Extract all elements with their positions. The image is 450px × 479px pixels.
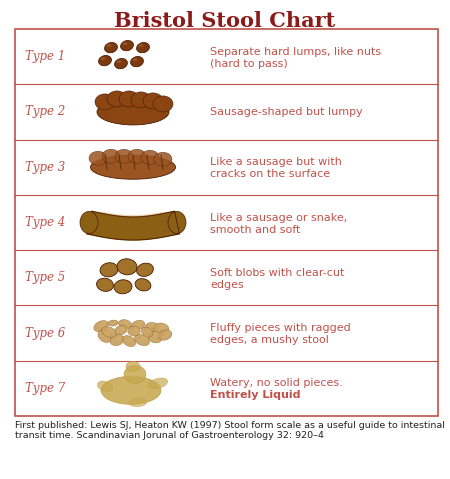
Text: transit time. Scandinavian Jorunal of Gastroenterology 32: 920–4: transit time. Scandinavian Jorunal of Ga… <box>15 431 324 440</box>
Ellipse shape <box>132 58 138 61</box>
Ellipse shape <box>100 57 105 60</box>
Ellipse shape <box>97 278 113 291</box>
Ellipse shape <box>100 262 118 277</box>
Ellipse shape <box>131 92 151 108</box>
Ellipse shape <box>118 319 131 329</box>
Ellipse shape <box>101 327 117 337</box>
Text: Type 6: Type 6 <box>25 327 65 340</box>
Ellipse shape <box>108 328 115 332</box>
Text: edges: edges <box>210 280 244 290</box>
Ellipse shape <box>80 212 98 233</box>
Ellipse shape <box>141 327 153 337</box>
Ellipse shape <box>146 328 152 332</box>
Text: First published: Lewis SJ, Heaton KW (1997) Stool form scale as a useful guide t: First published: Lewis SJ, Heaton KW (19… <box>15 421 445 430</box>
Ellipse shape <box>135 334 149 346</box>
Ellipse shape <box>120 326 126 331</box>
Ellipse shape <box>131 320 144 330</box>
Ellipse shape <box>124 320 130 324</box>
Ellipse shape <box>112 320 117 323</box>
Ellipse shape <box>144 322 158 332</box>
Ellipse shape <box>133 327 139 331</box>
Ellipse shape <box>121 41 133 51</box>
Text: Soft blobs with clear-cut: Soft blobs with clear-cut <box>210 268 344 278</box>
Ellipse shape <box>135 279 151 291</box>
Ellipse shape <box>126 361 140 371</box>
Ellipse shape <box>107 44 112 47</box>
Ellipse shape <box>153 96 173 112</box>
Ellipse shape <box>102 149 120 163</box>
Ellipse shape <box>117 60 122 63</box>
Ellipse shape <box>122 42 127 45</box>
Ellipse shape <box>94 320 108 331</box>
Ellipse shape <box>89 151 107 165</box>
Ellipse shape <box>97 381 112 392</box>
Ellipse shape <box>117 259 137 275</box>
Ellipse shape <box>115 149 133 163</box>
Ellipse shape <box>129 398 147 407</box>
Text: Type 2: Type 2 <box>25 105 65 118</box>
Ellipse shape <box>110 334 124 346</box>
Ellipse shape <box>141 150 159 164</box>
Ellipse shape <box>139 44 144 47</box>
Ellipse shape <box>115 58 127 69</box>
Ellipse shape <box>143 93 163 109</box>
Ellipse shape <box>153 323 169 335</box>
Text: Type 4: Type 4 <box>25 216 65 229</box>
Ellipse shape <box>100 321 106 327</box>
Ellipse shape <box>114 280 132 294</box>
Ellipse shape <box>150 323 156 328</box>
Ellipse shape <box>104 43 117 53</box>
Text: cracks on the surface: cracks on the surface <box>210 169 330 179</box>
Ellipse shape <box>137 43 149 53</box>
Bar <box>15 29 438 416</box>
Ellipse shape <box>154 332 160 337</box>
Text: Like a sausage but with: Like a sausage but with <box>210 157 342 167</box>
Ellipse shape <box>160 324 167 330</box>
Ellipse shape <box>148 378 168 389</box>
Text: Sausage-shaped but lumpy: Sausage-shaped but lumpy <box>210 107 363 117</box>
Text: (hard to pass): (hard to pass) <box>210 58 288 68</box>
Ellipse shape <box>137 263 153 276</box>
Text: Type 7: Type 7 <box>25 382 65 395</box>
Text: Type 1: Type 1 <box>25 50 65 63</box>
Ellipse shape <box>128 149 146 163</box>
Text: Fluffy pieces with ragged: Fluffy pieces with ragged <box>210 323 351 333</box>
Ellipse shape <box>107 91 127 107</box>
Text: Separate hard lumps, like nuts: Separate hard lumps, like nuts <box>210 46 381 57</box>
Ellipse shape <box>98 330 112 342</box>
Ellipse shape <box>90 155 176 179</box>
Ellipse shape <box>101 376 161 404</box>
Ellipse shape <box>154 152 172 166</box>
Polygon shape <box>86 211 180 240</box>
Ellipse shape <box>168 212 186 233</box>
Ellipse shape <box>104 331 111 336</box>
Ellipse shape <box>137 321 143 326</box>
Ellipse shape <box>99 56 112 66</box>
Text: Type 5: Type 5 <box>25 271 65 284</box>
Text: Watery, no solid pieces.: Watery, no solid pieces. <box>210 378 343 388</box>
Ellipse shape <box>95 94 115 110</box>
Text: Type 3: Type 3 <box>25 161 65 174</box>
Ellipse shape <box>115 325 127 335</box>
Ellipse shape <box>141 336 148 341</box>
Ellipse shape <box>97 99 169 125</box>
Text: Like a sausage or snake,: Like a sausage or snake, <box>210 213 347 223</box>
Ellipse shape <box>164 331 170 336</box>
Ellipse shape <box>148 331 162 343</box>
Ellipse shape <box>116 335 122 341</box>
Text: smooth and soft: smooth and soft <box>210 225 301 235</box>
Ellipse shape <box>130 57 144 67</box>
Ellipse shape <box>122 336 135 347</box>
Ellipse shape <box>108 320 118 326</box>
Ellipse shape <box>119 91 139 107</box>
Ellipse shape <box>128 326 140 336</box>
Ellipse shape <box>158 330 172 340</box>
Ellipse shape <box>124 365 146 383</box>
Text: Entirely Liquid: Entirely Liquid <box>210 390 301 400</box>
Ellipse shape <box>128 337 134 342</box>
Text: Bristol Stool Chart: Bristol Stool Chart <box>114 11 336 31</box>
Text: edges, a mushy stool: edges, a mushy stool <box>210 335 329 345</box>
